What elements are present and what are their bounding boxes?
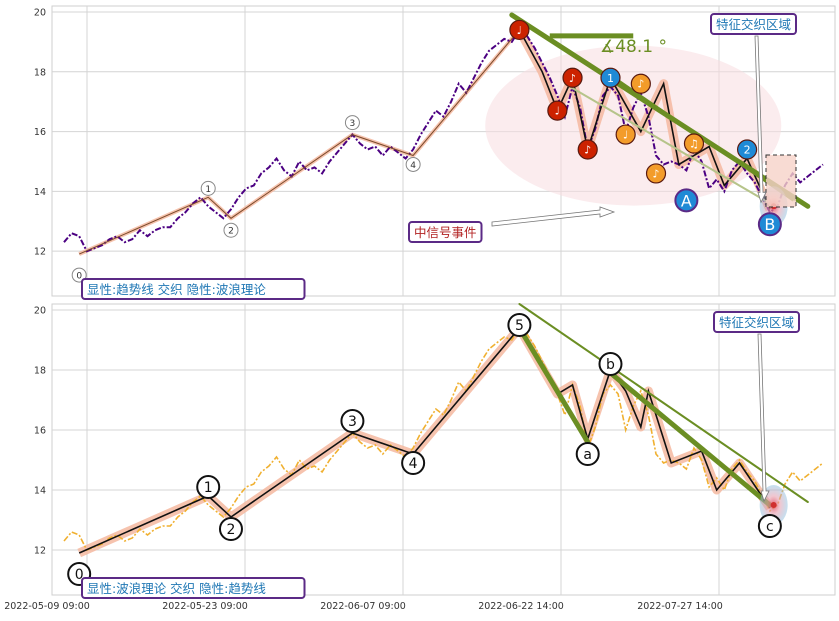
annotation-box bbox=[81, 577, 306, 599]
annotation-box bbox=[408, 221, 483, 243]
annotation-arrow bbox=[754, 35, 767, 204]
note-marker bbox=[736, 139, 758, 160]
y-tick-label: 14 bbox=[34, 187, 46, 198]
wave-label-circle bbox=[196, 475, 221, 499]
y-tick-label: 18 bbox=[34, 366, 46, 377]
note-marker bbox=[509, 19, 530, 41]
wave-label: 1 bbox=[204, 480, 213, 496]
wave-label-circle bbox=[223, 222, 239, 238]
plot-frame bbox=[51, 303, 836, 596]
annotation-box bbox=[710, 13, 797, 35]
annotation-arrow bbox=[491, 206, 616, 227]
note-marker bbox=[630, 73, 651, 94]
wave-label: A bbox=[681, 191, 692, 210]
impulse-wave-line bbox=[78, 327, 521, 554]
wave-label: 5 bbox=[515, 318, 524, 334]
y-tick-label: 12 bbox=[34, 247, 46, 258]
note-marker-glyph: ♩ bbox=[517, 24, 522, 37]
note-marker bbox=[577, 139, 598, 160]
wave-label: c bbox=[766, 519, 774, 535]
wave-label: 3 bbox=[348, 414, 357, 430]
note-marker bbox=[547, 100, 568, 121]
wave-label-circle bbox=[507, 313, 532, 337]
annotation-text: 特征交织区域 bbox=[719, 315, 794, 330]
note-marker bbox=[615, 124, 636, 145]
wave-label: 4 bbox=[410, 161, 416, 171]
y-tick-label: 18 bbox=[34, 67, 46, 78]
wave-label: b bbox=[606, 357, 615, 373]
annotation-text: 显性:趋势线 交织 隐性:波浪理论 bbox=[87, 282, 266, 297]
y-tick-label: 20 bbox=[34, 7, 46, 18]
wave-label: a bbox=[583, 447, 592, 463]
y-tick-label: 16 bbox=[34, 426, 46, 437]
x-tick-label: 2022-06-07 09:00 bbox=[320, 601, 406, 612]
annotation-arrow bbox=[757, 333, 770, 503]
x-tick-label: 2022-06-22 14:00 bbox=[478, 601, 564, 612]
trend-line bbox=[516, 325, 591, 445]
y-tick-label: 14 bbox=[34, 486, 46, 497]
note-marker-glyph: ♫ bbox=[689, 138, 699, 151]
wave-label-circle bbox=[405, 156, 421, 172]
wave-label-circle bbox=[401, 451, 426, 475]
annotation-text: 特征交织区域 bbox=[716, 17, 791, 32]
wave-label-circle bbox=[218, 517, 243, 541]
note-marker-glyph: ♪ bbox=[584, 144, 591, 157]
annotation-text: 中信号事件 bbox=[414, 225, 477, 240]
wave-label: 2 bbox=[227, 522, 236, 538]
wave-label: B bbox=[764, 215, 775, 234]
note-marker-glyph: ♩ bbox=[555, 105, 560, 118]
x-tick-label: 2022-05-23 09:00 bbox=[162, 601, 248, 612]
price-series-line bbox=[63, 326, 824, 552]
annotation-box bbox=[713, 311, 800, 333]
trend-line-light bbox=[564, 82, 771, 205]
wave-label: 0 bbox=[75, 567, 84, 583]
wave-label-circle bbox=[340, 409, 365, 433]
wave-label: 0 bbox=[76, 272, 82, 282]
wave-label-circle bbox=[598, 352, 623, 376]
x-tick-label: 2022-05-09 09:00 bbox=[4, 601, 90, 612]
impulse-wave-line bbox=[78, 29, 520, 255]
note-marker bbox=[562, 67, 583, 88]
correction-wave-line bbox=[518, 327, 771, 509]
annotation-text: 显性:波浪理论 交织 隐性:趋势线 bbox=[87, 581, 266, 596]
angle-label: ∡48.1 ° bbox=[600, 37, 667, 57]
note-marker-glyph: 1 bbox=[607, 72, 614, 85]
x-tick-label: 2022-07-27 14:00 bbox=[637, 601, 723, 612]
note-marker bbox=[645, 163, 667, 184]
wave-label: 3 bbox=[350, 119, 356, 129]
note-marker-glyph: 2 bbox=[744, 144, 751, 157]
wave-label: 1 bbox=[205, 185, 211, 195]
wave-label-circle bbox=[674, 188, 699, 213]
trend-line bbox=[607, 370, 773, 508]
y-tick-label: 12 bbox=[34, 546, 46, 557]
wave-label-circle bbox=[757, 212, 782, 237]
note-marker bbox=[600, 67, 621, 88]
trend-line bbox=[509, 12, 811, 209]
wave-label-circle bbox=[757, 514, 782, 538]
y-tick-label: 16 bbox=[34, 127, 46, 138]
note-marker-glyph: ♩ bbox=[623, 129, 628, 142]
wave-label-circle bbox=[575, 442, 600, 466]
wave-label-circle bbox=[200, 180, 216, 196]
feature-zone-box bbox=[765, 154, 797, 208]
wave-label: 4 bbox=[409, 456, 418, 472]
note-marker-glyph: ♪ bbox=[569, 72, 576, 85]
trend-line bbox=[518, 303, 809, 503]
y-tick-label: 20 bbox=[34, 306, 46, 317]
note-marker-glyph: ♪ bbox=[637, 78, 644, 91]
annotation-box bbox=[81, 278, 306, 300]
wave-label: 2 bbox=[228, 227, 234, 237]
note-marker-glyph: ♪ bbox=[653, 167, 660, 180]
note-marker bbox=[683, 133, 705, 154]
feature-zone-dot bbox=[770, 502, 777, 508]
wave-label-circle bbox=[344, 115, 360, 131]
